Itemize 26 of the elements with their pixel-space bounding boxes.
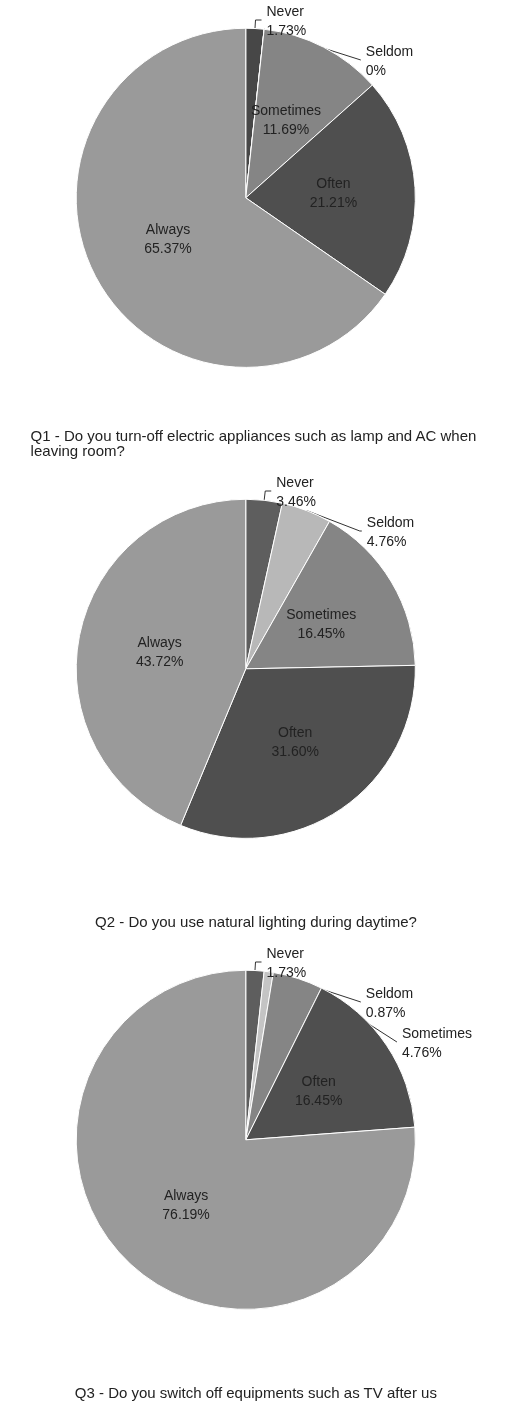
data-label: 3.46%: [276, 492, 316, 509]
slice-label: Seldom: [366, 513, 415, 530]
data-label: 43.72%: [135, 653, 184, 670]
category-label: Seldom: [365, 42, 414, 59]
slice-label: Always: [145, 221, 191, 238]
data-label: 0.87%: [365, 1003, 406, 1020]
slice-label: Always: [163, 1186, 209, 1203]
slice-label: Sometimes: [401, 1024, 472, 1041]
data-label: 1.73%: [266, 21, 307, 38]
slice-label: Seldom: [365, 984, 414, 1001]
text: Q2 - Do you use natural lighting during daytime?: [95, 913, 417, 930]
data-label: 1.73%: [266, 963, 307, 980]
slice-label: Always: [137, 634, 182, 651]
data-label: 4.76%: [401, 1043, 442, 1060]
data-label: 65.37%: [144, 240, 192, 257]
slice-label: Sometimes: [286, 606, 357, 623]
text: 0%: [365, 61, 387, 78]
slice-label: Never: [276, 473, 314, 490]
slice-label: Never: [266, 2, 305, 19]
text: Q3 - Do you switch off equipments such as TV after us: [74, 1384, 437, 1401]
text: Q1 - Do you turn-off electric appliances such as lamp and AC when leaving room?: [30, 427, 481, 459]
data-label: 16.45%: [297, 625, 345, 642]
slice-label: Never: [266, 944, 305, 961]
data-label: 4.76%: [366, 532, 407, 549]
data-label: 76.19%: [162, 1205, 210, 1222]
data-label: 11.69%: [262, 121, 310, 138]
